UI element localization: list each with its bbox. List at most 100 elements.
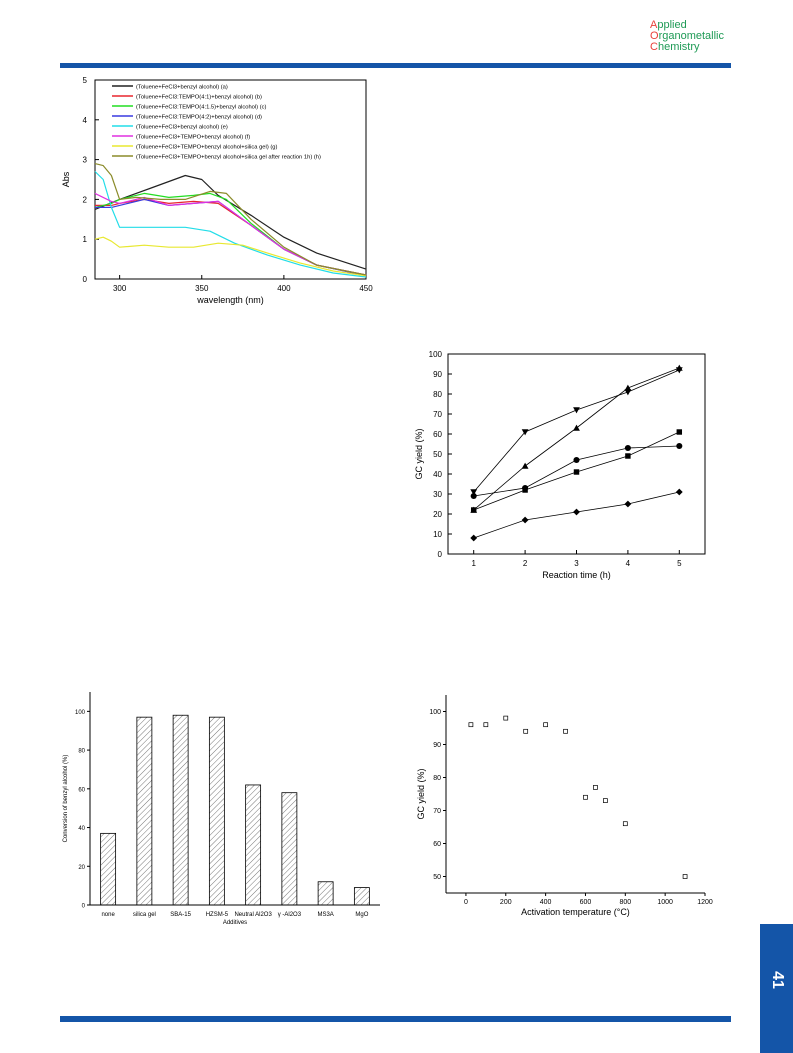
bar-3 bbox=[208, 716, 225, 906]
y-tick-label: 90 bbox=[433, 370, 442, 379]
series-line-h bbox=[94, 163, 367, 276]
x-tick-label: 2 bbox=[523, 559, 528, 568]
data-point-diamond bbox=[675, 488, 683, 496]
x-axis-label: wavelength (nm) bbox=[196, 295, 264, 305]
y-tick-label: 80 bbox=[433, 390, 442, 399]
data-point-square bbox=[625, 453, 631, 459]
journal-logo: Applied Organometallic Chemistry bbox=[650, 20, 736, 53]
data-point-up-triangle bbox=[573, 424, 580, 431]
series-line-a bbox=[94, 174, 367, 270]
y-tick-label: 4 bbox=[83, 116, 88, 125]
data-point-diamond bbox=[573, 508, 580, 516]
data-point bbox=[622, 821, 628, 827]
x-tick-label: 1 bbox=[471, 559, 476, 568]
data-point-square bbox=[676, 429, 683, 435]
y-tick-label: 100 bbox=[75, 710, 86, 716]
x-tick-label: 400 bbox=[277, 284, 291, 293]
data-point-diamond bbox=[470, 534, 478, 542]
header-rule bbox=[60, 63, 731, 68]
y-tick-label: 40 bbox=[78, 826, 85, 832]
data-point-up-triangle bbox=[521, 462, 529, 469]
legend-entry-a: (Toluene+FeCl3+benzyl alcohol) (a) bbox=[136, 85, 228, 91]
x-axis-label: Activation temperature (°C) bbox=[521, 907, 630, 917]
y-tick-label: 3 bbox=[83, 156, 88, 165]
y-tick-label: 50 bbox=[433, 874, 441, 881]
plot-frame bbox=[94, 79, 367, 280]
data-point bbox=[543, 722, 548, 728]
bar-5 bbox=[281, 792, 298, 906]
logo-line-2: Organometallic bbox=[650, 30, 724, 42]
x-tick-label: 450 bbox=[359, 284, 373, 293]
data-point bbox=[603, 798, 608, 803]
page-tab bbox=[760, 924, 793, 1053]
data-point-down-triangle bbox=[573, 407, 580, 414]
data-point-up-triangle bbox=[675, 364, 683, 371]
activation-chart: 0 200 400 600 800 1000 1200 50 60 70 80 90 100 Activa… bbox=[416, 695, 713, 917]
y-tick-label: 5 bbox=[83, 76, 88, 85]
y-tick-label: 60 bbox=[78, 787, 85, 793]
data-point-down-triangle bbox=[470, 489, 478, 496]
x-tick-label: MS3A bbox=[317, 912, 333, 918]
x-tick-label: γ -Al2O3 bbox=[278, 912, 302, 918]
y-tick-label: 70 bbox=[433, 410, 442, 419]
data-point-square bbox=[470, 507, 477, 513]
x-tick-label: HZSM-5 bbox=[206, 912, 229, 918]
series-line-c bbox=[94, 192, 367, 276]
x-tick-label: 1200 bbox=[697, 899, 713, 906]
y-tick-label: 30 bbox=[433, 490, 442, 499]
y-tick-label: 0 bbox=[82, 904, 86, 910]
data-point-circle bbox=[573, 456, 580, 464]
data-point-down-triangle bbox=[521, 429, 529, 436]
data-point-circle bbox=[624, 444, 631, 452]
data-point-circle bbox=[470, 492, 477, 500]
series-line-g bbox=[94, 236, 367, 277]
data-point bbox=[503, 715, 509, 721]
y-axis-label: Abs bbox=[61, 171, 71, 187]
x-tick-label: none bbox=[101, 912, 115, 918]
y-tick-label: 0 bbox=[83, 275, 88, 284]
y-tick-label: 80 bbox=[78, 749, 85, 755]
data-point bbox=[468, 722, 474, 728]
bar-0 bbox=[100, 832, 117, 906]
x-tick-label: 800 bbox=[619, 899, 631, 906]
legend-entry-f: (Toluene+FeCl3+TEMPO+benzyl alcohol) (f) bbox=[136, 135, 250, 141]
legend-entry-g: (Toluene+FeCl3+TEMPO+benzyl alcohol+sili… bbox=[136, 145, 278, 151]
uvvis-chart: 300 350 400 450 0 1 2 3 4 5 wavelength (nm) Abs (Tol… bbox=[61, 76, 373, 305]
legend-entry-e: (Toluene+FeCl3+benzyl alcohol) (e) bbox=[136, 125, 228, 131]
x-tick-label: 200 bbox=[500, 899, 512, 906]
data-point bbox=[682, 874, 688, 879]
x-tick-label: 5 bbox=[677, 559, 682, 568]
page-number: 41 bbox=[768, 971, 786, 989]
bar-7 bbox=[353, 887, 370, 906]
data-point bbox=[563, 728, 568, 734]
x-tick-label: MgO bbox=[355, 912, 368, 918]
x-tick-label: silica gel bbox=[133, 912, 156, 918]
data-point bbox=[483, 722, 489, 728]
additives-chart: 0 20 40 60 80 100 none silica gel SBA-15 HZSM-5 Ne… bbox=[63, 692, 380, 926]
series-line-f bbox=[94, 192, 367, 276]
y-axis-label: Conversion of benzyl alcohol (%) bbox=[63, 755, 69, 843]
y-tick-label: 70 bbox=[433, 808, 441, 815]
x-axis-label: Reaction time (h) bbox=[542, 570, 611, 580]
series-line-e bbox=[94, 171, 367, 278]
y-tick-label: 80 bbox=[433, 775, 441, 782]
bar-6 bbox=[317, 881, 334, 906]
data-point bbox=[583, 794, 588, 800]
x-tick-label: 350 bbox=[195, 284, 209, 293]
data-point-circle bbox=[522, 484, 529, 492]
y-tick-label: 50 bbox=[433, 450, 442, 459]
y-tick-label: 1 bbox=[83, 235, 88, 244]
y-tick-label: 40 bbox=[433, 470, 442, 479]
data-point bbox=[593, 785, 598, 790]
x-tick-label: SBA-15 bbox=[170, 912, 191, 918]
y-tick-label: 10 bbox=[433, 530, 442, 539]
logo-line-3: Chemistry bbox=[650, 41, 700, 53]
x-tick-label: 3 bbox=[574, 559, 579, 568]
bar-4 bbox=[245, 784, 262, 906]
data-point-circle bbox=[676, 442, 683, 450]
y-tick-label: 100 bbox=[429, 350, 443, 359]
x-tick-label: 0 bbox=[464, 899, 468, 906]
y-tick-label: 90 bbox=[433, 742, 441, 749]
x-tick-label: 1000 bbox=[657, 899, 673, 906]
